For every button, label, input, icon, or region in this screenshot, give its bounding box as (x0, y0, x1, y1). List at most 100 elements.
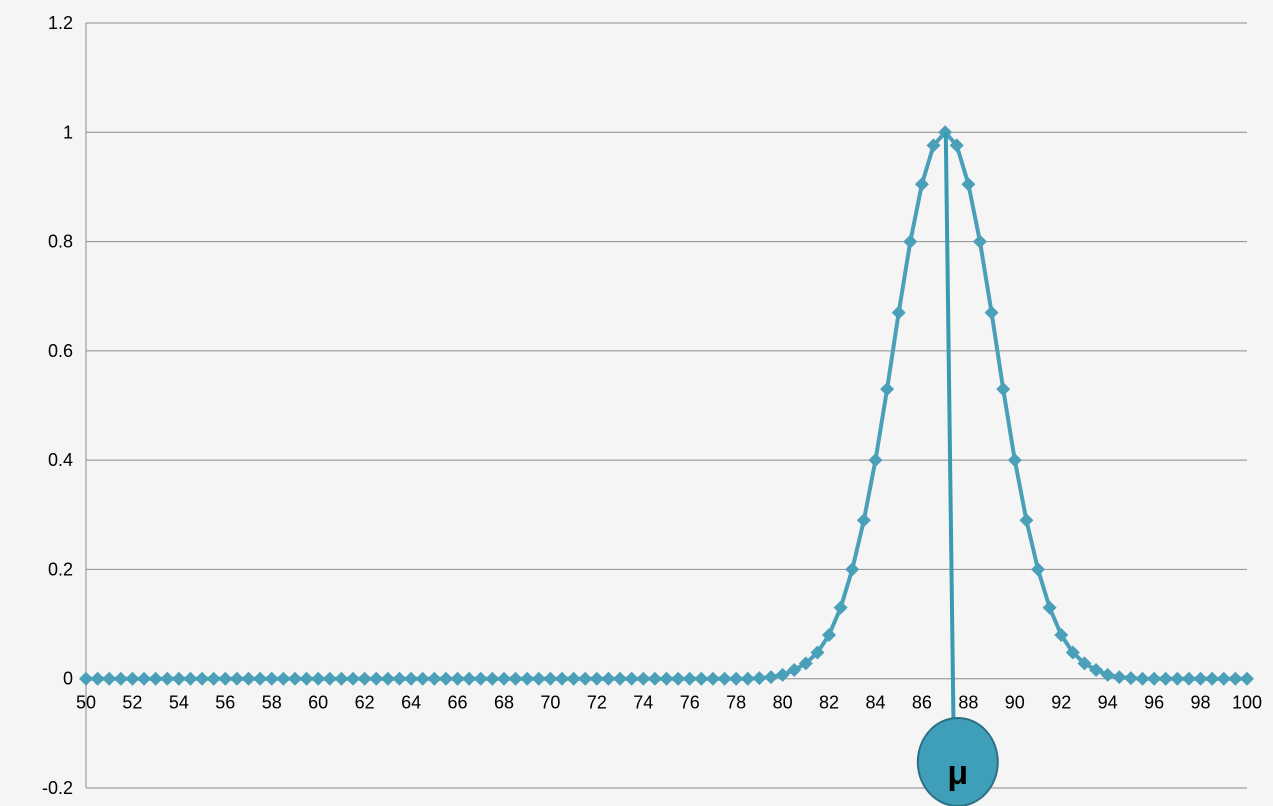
x-tick-label: 78 (726, 693, 746, 713)
data-point-marker (763, 670, 778, 685)
data-point-marker (1112, 670, 1127, 685)
x-tick-label: 90 (1005, 693, 1025, 713)
mean-annotation: μ (916, 132, 999, 806)
y-tick-label: 0.8 (48, 232, 73, 252)
data-point-marker (520, 671, 535, 686)
data-point-marker (171, 671, 186, 686)
data-point-marker (914, 177, 929, 192)
data-point-marker (380, 671, 395, 686)
data-point-marker (903, 234, 918, 249)
y-axis-tick-labels: -0.2 0 0.2 0.4 0.6 0.8 1 1.2 (42, 13, 73, 798)
data-point-marker (334, 671, 349, 686)
data-point-marker (1054, 628, 1069, 642)
data-point-marker (705, 671, 720, 686)
data-point-marker (287, 671, 302, 686)
data-point-marker (404, 671, 419, 686)
data-point-marker (485, 671, 500, 686)
data-point-marker (79, 671, 93, 686)
data-point-marker (369, 671, 384, 686)
x-tick-label: 56 (215, 693, 235, 713)
data-point-marker (578, 671, 593, 686)
data-point-marker (752, 671, 767, 686)
data-point-marker (694, 671, 709, 686)
data-point-marker (113, 671, 128, 686)
data-point-marker (682, 671, 697, 686)
data-point-marker (822, 628, 837, 642)
series-plot (79, 125, 1254, 686)
data-point-marker (531, 671, 546, 686)
x-tick-label: 66 (448, 693, 468, 713)
data-point-marker (322, 671, 337, 686)
data-point-marker (508, 671, 523, 686)
x-tick-label: 74 (633, 693, 653, 713)
data-point-marker (206, 671, 221, 686)
mean-line (943, 132, 956, 747)
data-point-marker (137, 671, 152, 686)
x-tick-label: 60 (308, 693, 328, 713)
data-point-marker (636, 671, 651, 686)
data-point-marker (1065, 645, 1080, 660)
y-tick-label: 0.6 (48, 341, 73, 361)
data-point-marker (810, 645, 825, 660)
x-tick-label: 84 (865, 693, 885, 713)
data-point-marker (102, 671, 117, 686)
data-point-marker (613, 671, 628, 686)
mu-label: μ (947, 754, 968, 792)
data-point-marker (183, 671, 198, 686)
y-tick-label: 0.2 (48, 559, 73, 579)
data-point-marker (1019, 513, 1034, 528)
data-point-marker (346, 671, 361, 686)
data-point-marker (229, 671, 244, 686)
data-point-marker (717, 671, 732, 686)
data-point-marker (148, 671, 163, 686)
x-tick-label: 86 (912, 693, 932, 713)
data-point-marker (729, 671, 744, 686)
data-point-marker (949, 138, 964, 153)
data-point-marker (961, 177, 976, 192)
y-tick-label: 0.4 (48, 450, 73, 470)
x-tick-label: 52 (122, 693, 142, 713)
x-tick-label: 50 (76, 693, 96, 713)
data-point-marker (1170, 671, 1185, 686)
data-point-marker (160, 671, 175, 686)
data-point-marker (543, 671, 558, 686)
data-point-marker (264, 671, 279, 686)
series-line (86, 130, 1247, 681)
data-point-marker (740, 671, 755, 686)
x-tick-label: 96 (1144, 693, 1164, 713)
data-point-marker (1193, 671, 1208, 686)
data-point-marker (787, 662, 802, 677)
data-point-marker (218, 671, 233, 686)
x-tick-label: 54 (169, 693, 189, 713)
data-point-marker (415, 671, 430, 686)
data-point-marker (462, 671, 477, 686)
data-point-marker (926, 138, 941, 153)
data-point-marker (496, 671, 511, 686)
data-point-marker (1089, 662, 1104, 677)
data-point-marker (566, 671, 581, 686)
data-point-marker (624, 671, 639, 686)
data-point-marker (1042, 600, 1057, 615)
data-point-marker (473, 671, 488, 686)
data-point-marker (392, 671, 407, 686)
x-tick-label: 92 (1051, 693, 1071, 713)
x-tick-label: 58 (262, 693, 282, 713)
data-point-marker (996, 382, 1011, 397)
data-point-marker (798, 656, 813, 671)
data-point-marker (1100, 667, 1115, 682)
data-point-marker (311, 671, 326, 686)
data-point-marker (659, 671, 674, 686)
data-point-marker (276, 671, 291, 686)
data-point-marker (1147, 671, 1162, 686)
data-point-marker (427, 671, 442, 686)
y-tick-label: -0.2 (42, 778, 73, 798)
data-point-marker (555, 671, 570, 686)
x-tick-label: 76 (680, 693, 700, 713)
data-point-marker (856, 513, 871, 528)
x-tick-label: 100 (1232, 693, 1262, 713)
data-point-marker (868, 453, 883, 468)
data-point-marker (1077, 656, 1092, 671)
data-point-marker (450, 671, 465, 686)
data-point-marker (357, 671, 372, 686)
